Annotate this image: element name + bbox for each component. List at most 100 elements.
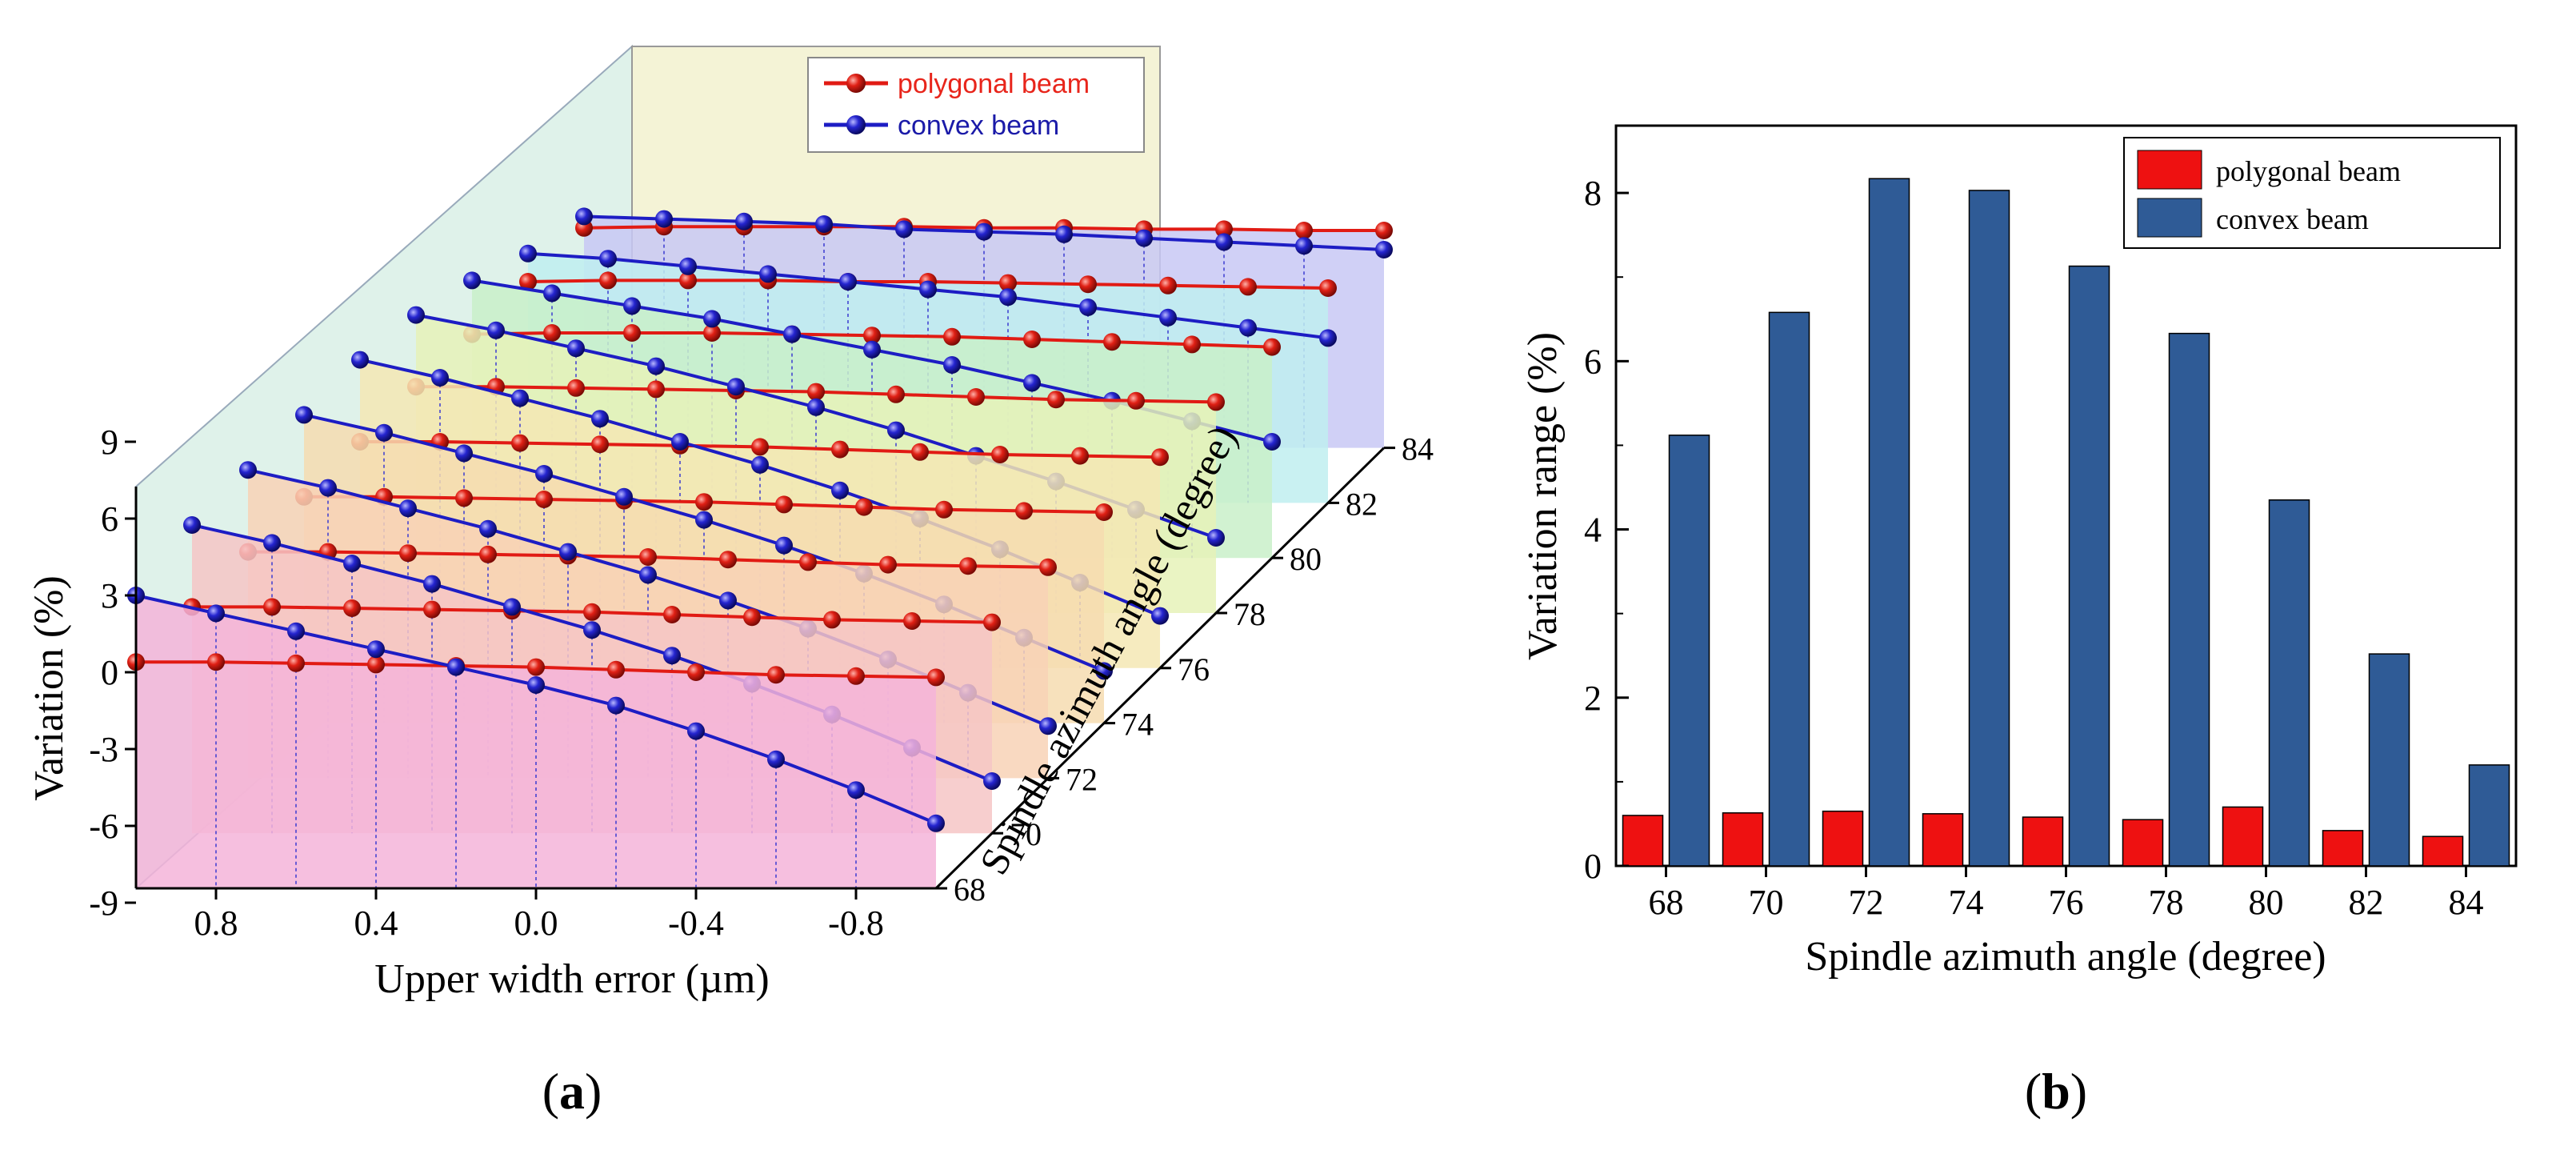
bar-polygonal-84 (2422, 835, 2464, 867)
data-point-convex (1215, 233, 1233, 251)
x-tick-label-b: 72 (1849, 883, 1884, 922)
z-tick-label-a: 70 (1010, 816, 1042, 852)
data-point-polygonal (455, 489, 473, 507)
bar-polygonal-68 (1622, 815, 1664, 867)
data-point-polygonal (607, 660, 625, 679)
data-point-polygonal (207, 653, 225, 671)
data-point-polygonal (903, 612, 921, 630)
data-point-convex (759, 265, 777, 283)
data-point-polygonal (775, 495, 793, 514)
slice-fill-68 (136, 595, 936, 888)
data-point-polygonal (847, 667, 865, 685)
legend-b-poly-swatch (2137, 150, 2202, 190)
data-point-convex (319, 479, 337, 497)
data-point-polygonal (1079, 275, 1097, 294)
data-point-convex (527, 676, 545, 694)
data-point-convex (1375, 241, 1393, 258)
data-point-polygonal (1215, 220, 1233, 238)
y-tick-label-a: 6 (101, 499, 118, 539)
legend-b-convex-label: convex beam (2216, 203, 2369, 235)
data-point-polygonal (767, 666, 785, 684)
data-point-polygonal (1071, 447, 1089, 465)
y-tick-label-b: 2 (1584, 679, 1602, 718)
data-point-polygonal (343, 599, 361, 617)
data-point-polygonal (1095, 503, 1113, 521)
data-point-polygonal (943, 327, 961, 346)
data-point-convex (1135, 229, 1153, 247)
z-tick-label-a: 78 (1234, 596, 1266, 632)
data-point-polygonal (743, 608, 761, 627)
bar-convex-72 (1868, 178, 1910, 867)
data-point-polygonal (423, 600, 441, 619)
data-point-polygonal (967, 388, 985, 406)
data-point-convex (455, 444, 473, 463)
data-point-polygonal (1103, 333, 1121, 351)
data-point-convex (703, 310, 721, 328)
data-point-convex (407, 306, 425, 324)
data-point-convex (1079, 299, 1097, 316)
data-point-polygonal (599, 271, 617, 290)
data-point-polygonal (519, 273, 537, 291)
legend-a-convex-label: convex beam (898, 110, 1059, 141)
data-point-convex (751, 455, 769, 474)
data-point-convex (367, 640, 385, 659)
data-point-convex (511, 389, 529, 407)
z-tick-label-a: 72 (1066, 761, 1098, 797)
bar-convex-76 (2068, 265, 2110, 867)
data-point-polygonal (543, 324, 561, 342)
data-point-polygonal (567, 379, 585, 397)
data-point-polygonal (911, 443, 929, 461)
data-point-polygonal (991, 446, 1009, 463)
data-point-convex (895, 220, 913, 238)
data-point-polygonal (527, 658, 545, 676)
data-point-polygonal (1375, 222, 1393, 239)
data-point-polygonal (1023, 331, 1041, 348)
data-point-convex (1263, 433, 1281, 451)
data-point-convex (783, 325, 801, 343)
data-point-polygonal (855, 498, 873, 516)
data-point-convex (1055, 225, 1073, 243)
x-tick-label-b: 74 (1949, 883, 1984, 922)
data-point-convex (615, 487, 633, 506)
x-tick-label-b: 82 (2349, 883, 2384, 922)
y-tick-label-b: 8 (1584, 174, 1602, 213)
data-point-polygonal (399, 544, 417, 563)
data-point-convex (919, 280, 937, 299)
bar-polygonal-76 (2022, 816, 2064, 867)
data-point-convex (927, 814, 945, 832)
data-point-convex (607, 696, 625, 715)
panel-a-caption-letter: a (559, 1063, 585, 1120)
data-point-polygonal (663, 606, 681, 623)
y-tick-label-a: 9 (101, 423, 118, 462)
data-point-polygonal (263, 598, 281, 616)
data-point-polygonal (823, 611, 841, 629)
y-tick-label-b: 6 (1584, 342, 1602, 381)
bar-convex-70 (1768, 311, 1810, 867)
x-axis-title-b: Spindle azimuth angle (degree) (1805, 934, 2326, 980)
data-point-polygonal (1239, 278, 1257, 296)
data-point-polygonal (591, 435, 609, 454)
bar-convex-74 (1968, 190, 2010, 867)
y-tick-label-a: -3 (89, 730, 118, 769)
z-tick-label-a: 74 (1122, 707, 1154, 743)
data-point-polygonal (703, 324, 721, 342)
bar-polygonal-70 (1722, 812, 1764, 867)
panel-b-caption: (b) (2025, 1063, 2087, 1120)
x-tick-label-b: 78 (2149, 883, 2184, 922)
data-point-convex (623, 297, 641, 315)
x-tick-label-b: 84 (2449, 883, 2484, 922)
data-point-convex (1239, 319, 1257, 337)
bar-convex-68 (1668, 435, 1710, 867)
data-point-polygonal (799, 553, 817, 571)
data-point-polygonal (1015, 502, 1033, 520)
z-tick-label-a: 84 (1402, 431, 1434, 467)
data-point-convex (1295, 237, 1313, 255)
data-point-convex (543, 284, 561, 303)
data-point-convex (831, 481, 849, 499)
plot-frame-b (1614, 124, 2518, 868)
y-tick-label-a: -9 (89, 884, 118, 923)
data-point-polygonal (367, 655, 385, 674)
data-point-convex (1207, 529, 1225, 547)
